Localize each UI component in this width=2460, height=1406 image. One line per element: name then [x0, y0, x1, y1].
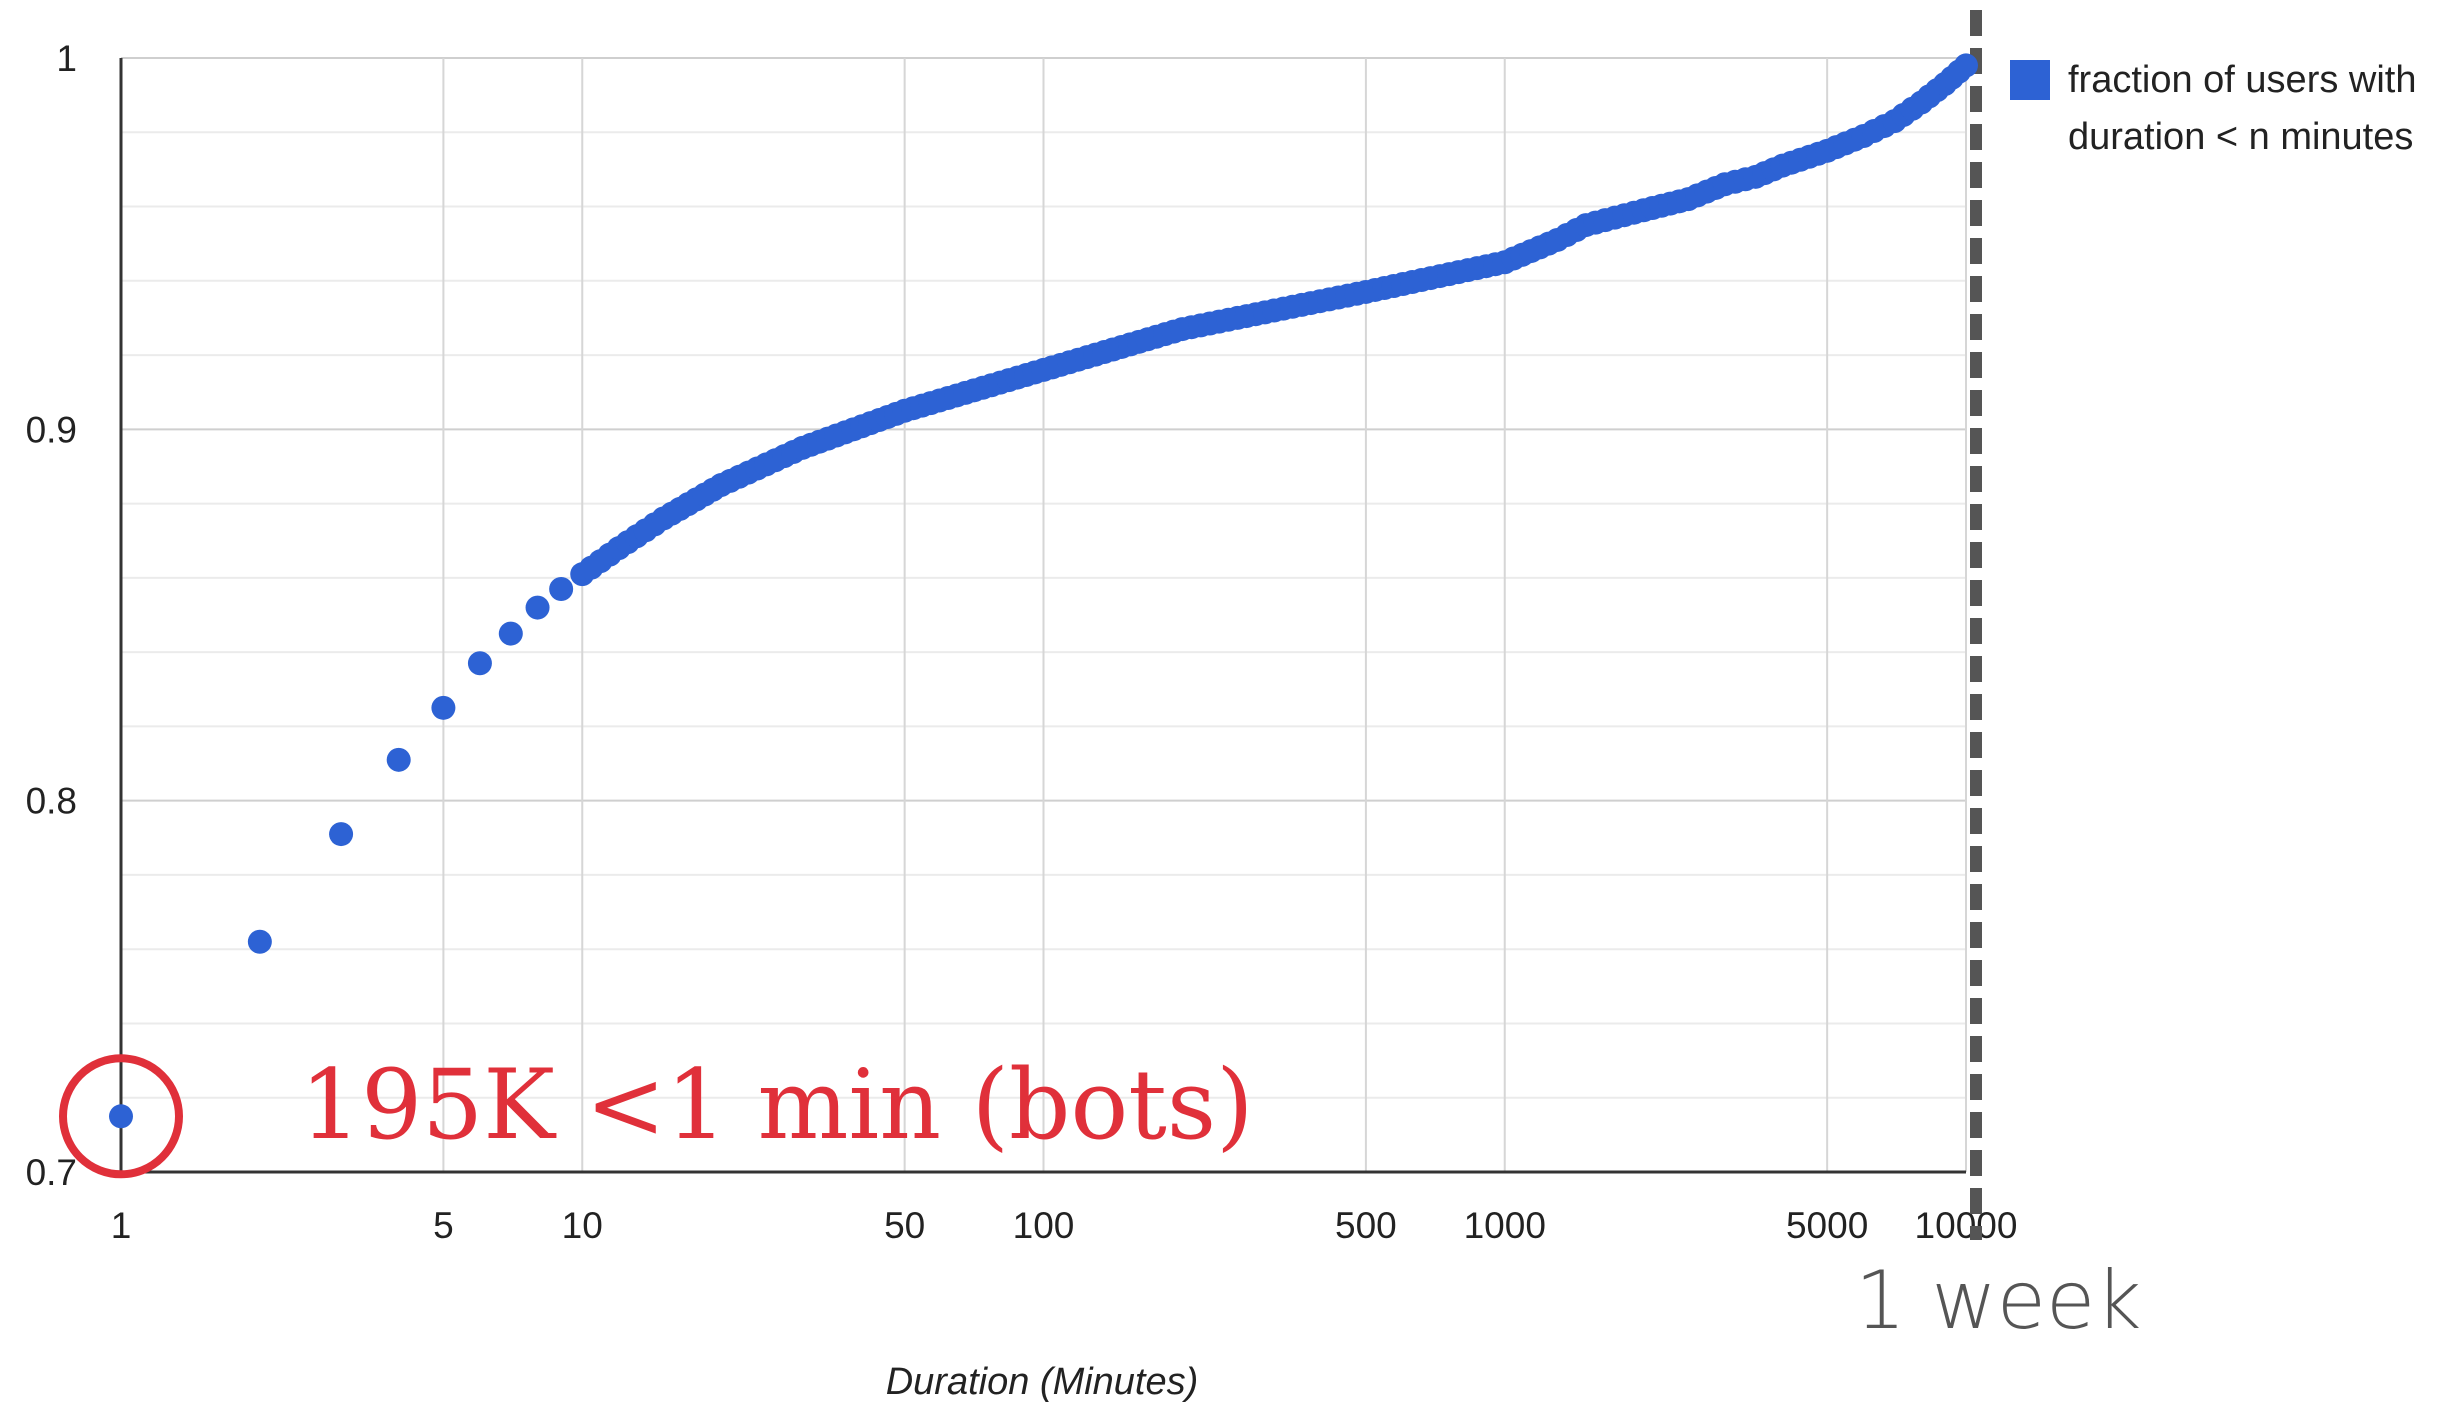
x-tick-label: 10	[562, 1205, 603, 1246]
grid-lines	[120, 57, 1967, 1173]
y-tick-label: 1	[56, 38, 77, 79]
data-point	[1954, 53, 1978, 78]
x-tick-label: 5	[433, 1205, 454, 1246]
data-point	[329, 822, 354, 847]
x-tick-label: 1000	[1464, 1205, 1546, 1246]
x-tick-label: 5000	[1786, 1205, 1868, 1246]
data-point	[498, 621, 523, 646]
y-tick-label: 0.7	[26, 1152, 77, 1193]
x-tick-label: 500	[1335, 1205, 1397, 1246]
legend-swatch	[2010, 60, 2050, 100]
bots-annotation: 195K <1 min (bots)	[300, 1049, 1254, 1161]
data-series	[109, 53, 1978, 1129]
data-point	[386, 747, 411, 772]
data-point	[247, 929, 272, 954]
y-tick-label: 0.9	[26, 409, 77, 450]
y-tick-label: 0.8	[26, 781, 77, 822]
x-tick-label: 10000	[1915, 1205, 2018, 1246]
x-tick-label: 50	[884, 1205, 925, 1246]
data-point	[525, 595, 550, 620]
legend-label: duration < n minutes	[2068, 116, 2413, 158]
axes	[119, 58, 1966, 1174]
legend: fraction of users with duration < n minut…	[2010, 59, 2416, 158]
x-tick-label: 1	[111, 1205, 132, 1246]
x-tick-label: 100	[1013, 1205, 1075, 1246]
data-point	[431, 695, 456, 720]
data-point	[467, 651, 492, 676]
data-point	[109, 1104, 133, 1129]
legend-label: fraction of users with	[2068, 59, 2416, 101]
annotations: 195K <1 min (bots) 1 week	[59, 1049, 2142, 1347]
tick-labels: 0.7 0.8 0.9 1 1 5 10 50 100 500 1000 5000 10000	[26, 38, 2018, 1246]
x-axis-label: Duration (Minutes)	[886, 1361, 1199, 1403]
one-week-annotation: 1 week	[1855, 1254, 2142, 1347]
highlight-circle	[59, 1054, 183, 1179]
data-point	[549, 577, 574, 602]
